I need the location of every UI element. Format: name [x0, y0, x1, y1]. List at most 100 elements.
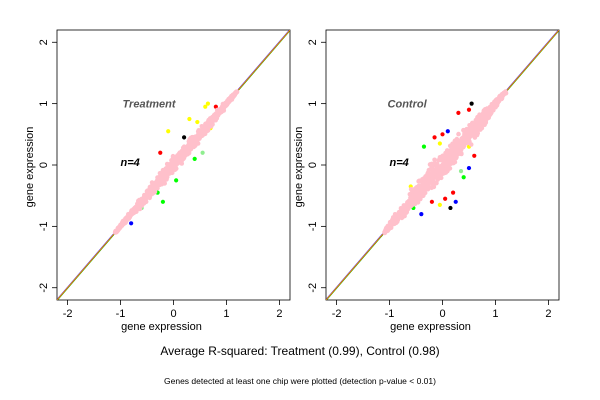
cloud-point	[163, 175, 169, 181]
outlier-point	[429, 199, 435, 204]
x-tick-label: 0	[170, 308, 176, 320]
outlier-point	[419, 211, 424, 217]
outlier-point	[437, 141, 442, 146]
panel-title: Treatment	[123, 99, 177, 111]
cloud-point	[149, 184, 154, 189]
cloud-point	[454, 143, 459, 149]
cloud-point	[435, 177, 440, 182]
y-axis-label: gene expression	[24, 127, 36, 208]
point-cloud	[382, 89, 509, 236]
cloud-point	[445, 161, 451, 166]
cloud-point	[492, 99, 497, 105]
outlier-point	[453, 199, 458, 204]
outlier-point	[466, 107, 472, 112]
cloud-point	[221, 102, 227, 108]
y-tick-label: 2	[38, 39, 50, 45]
cloud-point	[483, 120, 489, 125]
cloud-point	[434, 163, 439, 168]
cloud-point	[159, 173, 165, 178]
x-axis-label: gene expression	[121, 321, 202, 333]
cloud-point	[452, 138, 458, 144]
cloud-point	[388, 223, 394, 228]
cloud-point	[434, 173, 440, 178]
cloud-point	[480, 113, 486, 119]
cloud-point	[128, 211, 133, 217]
outlier-point	[181, 135, 187, 140]
cloud-point	[431, 183, 436, 188]
scatter-panel-treatment: -2 -1 0 1 2 -2 -1 0 1 2 gene expression gene expres…	[24, 29, 291, 333]
outlier-point	[200, 150, 205, 155]
cloud-point	[124, 217, 130, 222]
cloud-point	[210, 122, 215, 127]
cloud-point	[189, 134, 195, 140]
outlier-point	[456, 110, 461, 115]
cloud-point	[149, 180, 155, 185]
cloud-point	[463, 138, 468, 143]
outlier-point	[437, 202, 442, 207]
x-tick-label: 1	[223, 308, 229, 320]
cloud-point	[436, 158, 442, 163]
cloud-point	[184, 150, 190, 155]
cloud-point	[202, 131, 208, 136]
outlier-point	[440, 132, 445, 137]
cloud-point	[446, 150, 452, 155]
cloud-point	[234, 89, 240, 95]
cloud-point	[454, 154, 459, 160]
cloud-point	[164, 169, 170, 174]
plot-area	[57, 30, 290, 300]
scatter-panel-control: -2 -1 0 1 2 -2 -1 0 1 2 gene expression gene expres…	[293, 29, 560, 333]
x-tick-label: 2	[276, 308, 282, 320]
cloud-point	[445, 156, 451, 161]
cloud-point	[409, 200, 414, 206]
cloud-point	[144, 192, 150, 198]
outlier-point	[192, 156, 197, 161]
cloud-point	[414, 184, 420, 190]
x-tick-label: 0	[439, 308, 445, 320]
cloud-point	[181, 150, 186, 156]
outlier-point	[445, 129, 450, 134]
cloud-point	[432, 157, 437, 163]
cloud-point	[455, 149, 460, 155]
outlier-point	[158, 150, 163, 155]
cloud-point	[400, 212, 406, 217]
y-tick-label: -1	[38, 221, 50, 231]
cloud-point	[385, 226, 391, 232]
outlier-point	[458, 169, 464, 174]
outlier-point	[469, 101, 474, 106]
outlier-point	[187, 116, 192, 122]
outlier-point	[203, 104, 208, 109]
outlier-point	[174, 178, 179, 183]
cloud-point	[121, 219, 127, 224]
cloud-point	[115, 225, 121, 231]
cloud-point	[391, 218, 396, 224]
y-tick-label: 0	[307, 162, 319, 168]
cloud-point	[458, 145, 464, 151]
cloud-point	[482, 108, 488, 114]
cloud-point	[422, 186, 428, 191]
cloud-point	[199, 123, 205, 129]
cloud-point	[452, 159, 458, 165]
cloud-point	[438, 175, 444, 181]
cloud-point	[437, 167, 443, 173]
cloud-point	[395, 217, 401, 223]
outlier-point	[421, 144, 427, 149]
cloud-point	[414, 188, 420, 194]
cloud-point	[421, 193, 426, 198]
cloud-point	[498, 94, 503, 100]
cloud-point	[167, 166, 173, 171]
y-tick-label: -2	[307, 283, 319, 293]
cloud-point	[402, 203, 408, 208]
x-axis-label: gene expression	[390, 321, 471, 333]
cloud-point	[456, 131, 461, 137]
cloud-point	[156, 181, 161, 186]
cloud-point	[187, 144, 192, 150]
y-tick-label: -2	[38, 283, 50, 293]
cloud-point	[217, 110, 222, 116]
main-caption: Average R-squared: Treatment (0.99), Con…	[160, 344, 440, 358]
outlier-point	[160, 199, 166, 204]
cloud-point	[203, 125, 209, 131]
cloud-point	[475, 119, 480, 125]
cloud-point	[443, 170, 449, 175]
x-tick-label: -1	[116, 308, 126, 320]
